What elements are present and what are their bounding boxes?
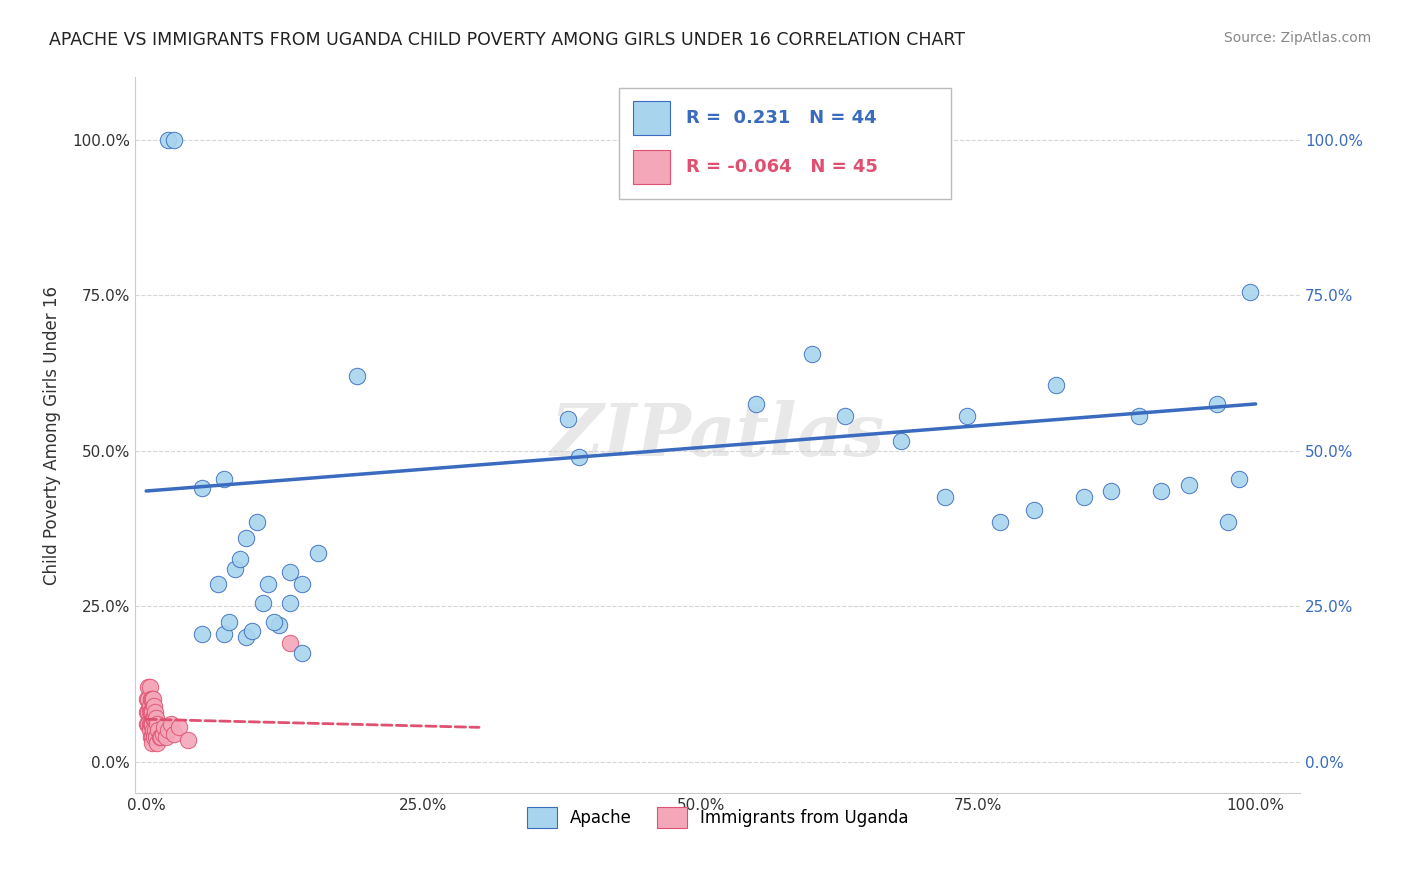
Point: [229, 552, 252, 566]
Point: [1227, 472, 1250, 486]
Point: [890, 434, 912, 449]
Point: [146, 736, 169, 750]
Point: [146, 717, 169, 731]
Point: [1073, 490, 1095, 504]
Point: [141, 705, 163, 719]
Point: [263, 615, 285, 629]
Point: [307, 546, 329, 560]
Point: [142, 698, 165, 713]
Point: [235, 630, 257, 644]
Point: [745, 397, 768, 411]
Text: Source: ZipAtlas.com: Source: ZipAtlas.com: [1223, 31, 1371, 45]
Point: [207, 577, 229, 591]
Point: [145, 730, 167, 744]
Point: [218, 615, 240, 629]
Point: [212, 627, 235, 641]
Point: [159, 717, 181, 731]
Point: [290, 646, 312, 660]
Point: [346, 368, 368, 383]
Point: [190, 627, 212, 641]
Point: [252, 596, 274, 610]
Point: [257, 577, 280, 591]
Point: [136, 705, 159, 719]
Point: [1216, 515, 1239, 529]
Point: [141, 736, 163, 750]
Point: [800, 347, 823, 361]
Point: [190, 481, 212, 495]
Point: [138, 717, 160, 731]
Point: [142, 723, 165, 738]
Point: [142, 692, 165, 706]
Text: R = -0.064   N = 45: R = -0.064 N = 45: [686, 158, 877, 176]
Point: [139, 692, 162, 706]
Point: [169, 720, 191, 734]
Point: [143, 723, 166, 738]
Point: [269, 617, 291, 632]
Text: R =  0.231   N = 44: R = 0.231 N = 44: [686, 109, 877, 128]
Point: [136, 692, 159, 706]
Point: [139, 705, 162, 719]
FancyBboxPatch shape: [619, 88, 950, 199]
Point: [240, 624, 263, 638]
Point: [142, 711, 165, 725]
Legend: Apache, Immigrants from Uganda: Apache, Immigrants from Uganda: [520, 801, 915, 834]
Point: [138, 680, 160, 694]
Point: [1239, 285, 1261, 299]
Y-axis label: Child Poverty Among Girls Under 16: Child Poverty Among Girls Under 16: [44, 285, 60, 584]
Point: [212, 472, 235, 486]
Point: [568, 450, 591, 464]
Point: [143, 705, 166, 719]
Point: [1045, 378, 1067, 392]
Point: [138, 698, 160, 713]
Point: [157, 723, 180, 738]
Point: [1128, 409, 1150, 424]
Point: [138, 705, 160, 719]
Point: [138, 723, 160, 738]
Bar: [633, 101, 669, 136]
Point: [290, 577, 312, 591]
Point: [224, 562, 246, 576]
Point: [138, 680, 160, 694]
Point: [177, 732, 200, 747]
Point: [141, 692, 163, 706]
Point: [138, 705, 160, 719]
Point: [1150, 483, 1173, 498]
Point: [152, 726, 174, 740]
Point: [153, 720, 176, 734]
Point: [1205, 397, 1227, 411]
Point: [280, 565, 302, 579]
Text: APACHE VS IMMIGRANTS FROM UGANDA CHILD POVERTY AMONG GIRLS UNDER 16 CORRELATION : APACHE VS IMMIGRANTS FROM UGANDA CHILD P…: [49, 31, 965, 49]
Point: [139, 717, 162, 731]
Point: [138, 692, 160, 706]
Point: [163, 726, 186, 740]
Point: [934, 490, 956, 504]
Point: [148, 723, 170, 738]
Point: [280, 596, 302, 610]
Point: [990, 515, 1012, 529]
Point: [141, 730, 163, 744]
Point: [142, 730, 165, 744]
Point: [139, 730, 162, 744]
Point: [834, 409, 856, 424]
Point: [246, 515, 269, 529]
Point: [163, 133, 186, 147]
Point: [956, 409, 979, 424]
Point: [148, 730, 170, 744]
Point: [157, 133, 180, 147]
Point: [557, 412, 579, 426]
Point: [1178, 477, 1201, 491]
Bar: [633, 150, 669, 184]
Point: [155, 730, 177, 744]
Point: [149, 730, 172, 744]
Point: [1022, 502, 1045, 516]
Point: [280, 636, 302, 650]
Point: [235, 531, 257, 545]
Point: [145, 711, 167, 725]
Text: ZIPatlas: ZIPatlas: [551, 400, 884, 471]
Point: [138, 717, 160, 731]
Point: [141, 717, 163, 731]
Point: [1099, 483, 1122, 498]
Point: [136, 717, 159, 731]
Point: [142, 711, 165, 725]
